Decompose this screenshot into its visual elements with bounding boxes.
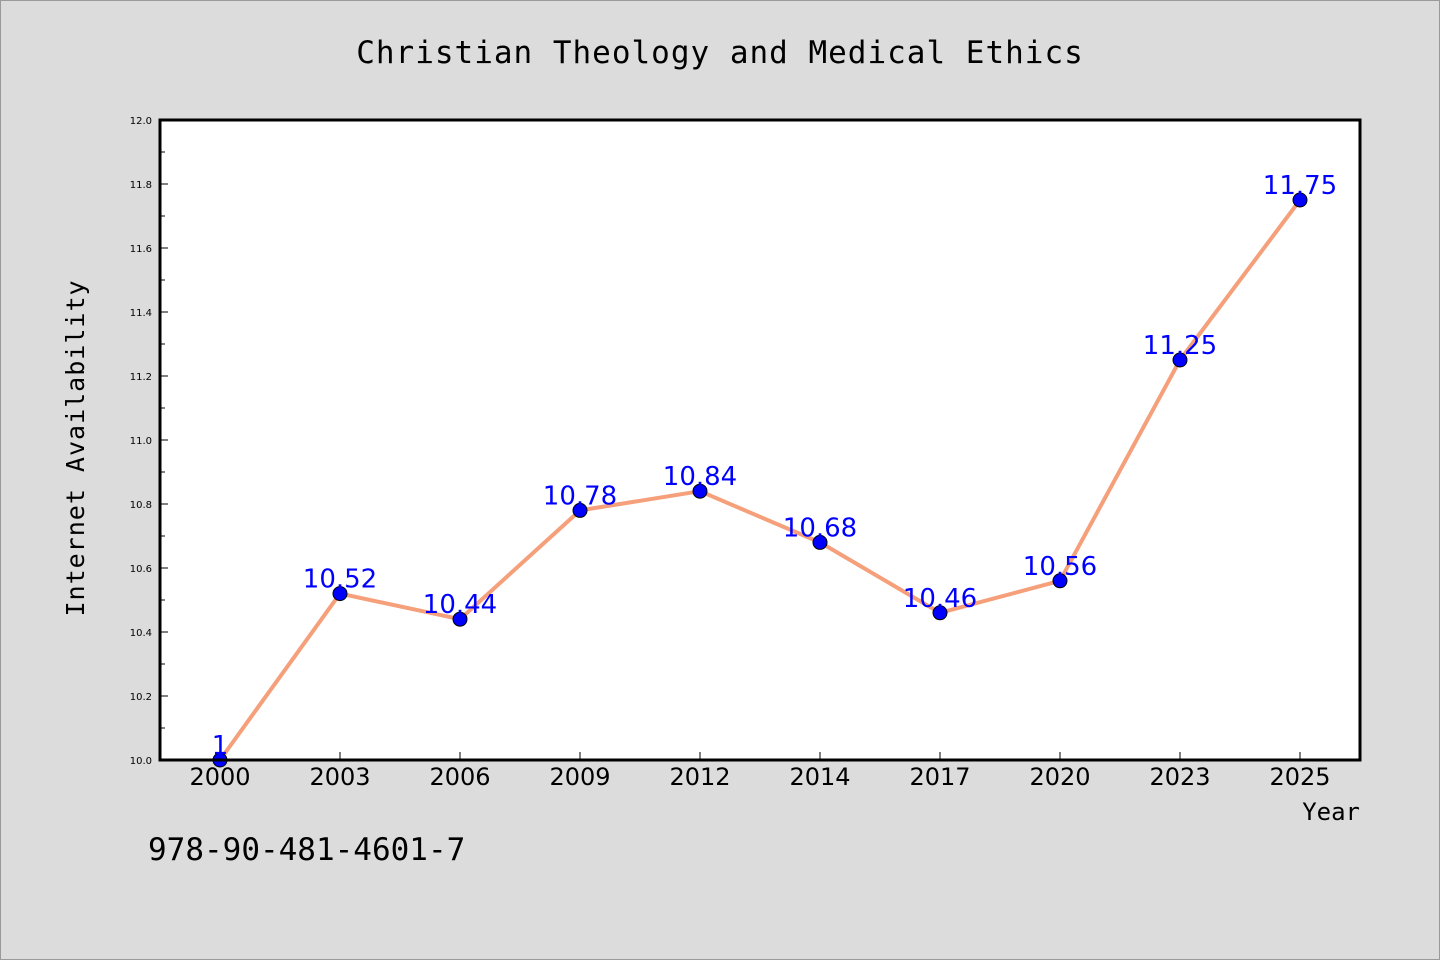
data-point: [332, 586, 348, 602]
x-tick-label: 2012: [669, 763, 730, 791]
data-label: 10.44: [423, 590, 497, 620]
x-tick-label: 2009: [549, 763, 610, 791]
y-tick-label: 10.0: [130, 756, 152, 767]
chart-title: Christian Theology and Medical Ethics: [356, 35, 1084, 71]
y-tick-label: 12.0: [130, 116, 152, 127]
series-line: [218, 198, 1302, 762]
data-label: 11.75: [1263, 171, 1337, 201]
y-tick-label: 11.0: [130, 436, 152, 447]
data-point: [692, 483, 708, 499]
data-label: 10.84: [663, 462, 737, 492]
data-label: 10.56: [1023, 552, 1097, 582]
x-tick-label: 2006: [429, 763, 490, 791]
x-axis-label: Year: [1302, 798, 1360, 826]
y-tick-label: 10.6: [130, 564, 152, 575]
data-label: 1: [212, 731, 229, 761]
y-tick-label: 10.8: [130, 500, 152, 511]
isbn-text: 978-90-481-4601-7: [148, 832, 466, 868]
y-tick-label: 10.4: [130, 628, 152, 639]
series-group: 1 10.52 10.44 10.78 10.84 10.68 10.46 10.56 11.2…: [212, 171, 1337, 768]
data-point: [812, 534, 828, 550]
data-label: 11.25: [1143, 331, 1217, 361]
x-tick-label: 2025: [1269, 763, 1330, 791]
data-point: [932, 605, 948, 621]
y-axis-label: Internet Availability: [61, 279, 90, 616]
x-tick-label: 2014: [789, 763, 850, 791]
y-tick-label: 11.4: [130, 308, 152, 319]
data-point: [1172, 352, 1188, 368]
plot-area: [160, 120, 1360, 760]
y-tick-label: 11.2: [130, 372, 152, 383]
data-label: 10.68: [783, 513, 857, 543]
y-tick-label: 11.8: [130, 180, 152, 191]
plot-border: [158, 118, 1362, 762]
y-tick-label: 10.2: [130, 692, 152, 703]
data-point: [452, 611, 468, 627]
x-tick-label: 2003: [309, 763, 370, 791]
x-tick-label: 2017: [909, 763, 970, 791]
axis-ticks: 10.0 10.2 10.4 10.6 10.8 11.0 11.2 11.4 11.6 11.8…: [130, 116, 1331, 791]
x-tick-label: 2000: [189, 763, 250, 791]
x-tick-label: 2020: [1029, 763, 1090, 791]
data-label: 10.78: [543, 481, 617, 511]
data-label: 10.52: [303, 565, 377, 595]
data-point: [572, 502, 588, 518]
data-label: 10.46: [903, 584, 977, 614]
y-tick-label: 11.6: [130, 244, 152, 255]
data-point: [1292, 192, 1308, 208]
x-tick-label: 2023: [1149, 763, 1210, 791]
data-point: [1052, 573, 1068, 589]
